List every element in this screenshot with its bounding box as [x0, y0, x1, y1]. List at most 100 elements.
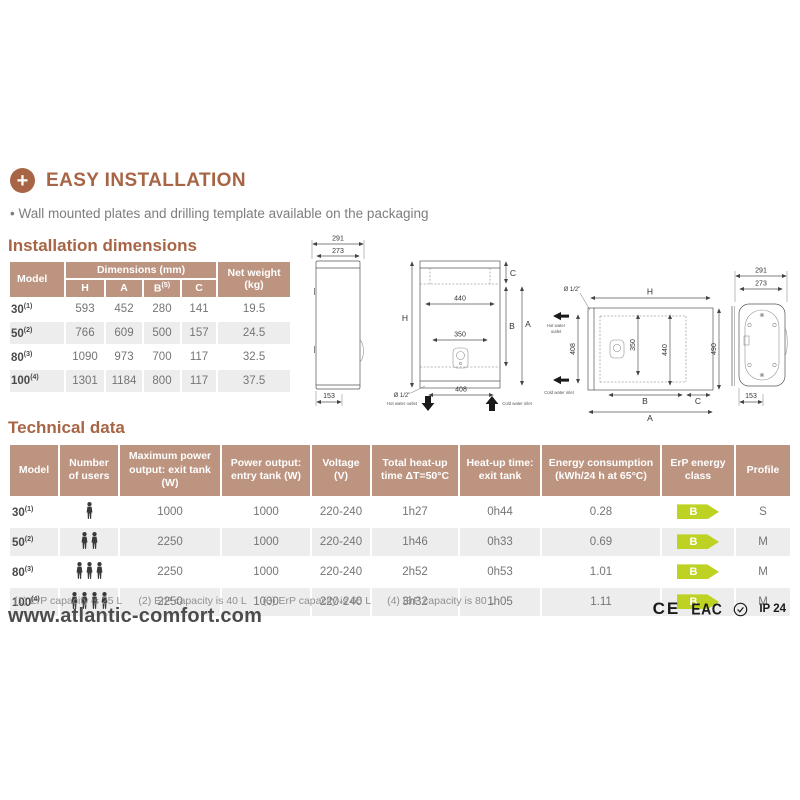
table-cell: 766 — [66, 322, 104, 345]
dim-label: 273 — [332, 248, 344, 255]
table-cell: 24.5 — [218, 322, 291, 345]
table-cell: 700 — [144, 346, 180, 368]
table-cell: 1h46 — [372, 527, 458, 556]
model-cell: 30(1) — [10, 298, 64, 321]
dim-label: 153 — [745, 393, 757, 400]
table-cell: 117 — [182, 369, 217, 392]
erp-class-badge: B — [677, 594, 719, 610]
column-header-heatup-exit: Heat-up time: exit tank — [460, 445, 540, 496]
table-cell: 19.5 — [218, 298, 291, 321]
table-cell: 220-240 — [312, 527, 370, 556]
dim-label: 408 — [570, 343, 577, 355]
table-cell: 2250 — [120, 587, 220, 616]
table-row: 50(2) 2250 1000 220-240 1h46 0h33 0.69 B… — [10, 527, 790, 556]
column-header-users: Number of users — [60, 445, 118, 496]
plus-icon: + — [10, 168, 35, 193]
model-cell: 50(2) — [10, 322, 64, 345]
pipe-diameter-label: Ø 1/2" — [394, 393, 411, 399]
table-cell: 220-240 — [312, 587, 370, 616]
footnote: (3) ErP capacity is 65 L — [262, 595, 372, 607]
dim-label: A — [525, 319, 531, 329]
table-cell: 2h52 — [372, 557, 458, 586]
erp-class-badge: B — [677, 504, 719, 520]
dim-label: H — [402, 313, 408, 323]
dim-label: H — [647, 287, 653, 297]
table-cell: M — [736, 527, 790, 556]
installation-dimensions-table: Model Dimensions (mm) Net weight (kg) H … — [8, 260, 292, 394]
dim-label: 291 — [755, 268, 767, 275]
dim-label: 273 — [755, 281, 767, 288]
footnote: (2) ErP capacity is 40 L — [138, 595, 247, 607]
hot-water-outlet-label: Hot water outlet — [387, 401, 418, 406]
dim-label: 440 — [454, 296, 466, 303]
erp-class-badge: B — [677, 534, 719, 550]
table-cell: 220-240 — [312, 497, 370, 526]
page-title: EASY INSTALLATION — [46, 169, 246, 191]
table-cell: 452 — [106, 298, 142, 321]
dim-label: 350 — [454, 332, 466, 339]
column-header-b: B(5) — [144, 280, 180, 297]
hot-water-outlet-label: Hot water — [547, 323, 566, 328]
dim-label: B — [509, 321, 515, 331]
table-cell: 2250 — [120, 557, 220, 586]
conformity-circle-icon — [734, 602, 748, 616]
dim-label: C — [695, 396, 701, 406]
ce-mark: CE — [652, 599, 681, 618]
column-header-total-heatup: Total heat-up time ΔT=50°C — [372, 445, 458, 496]
column-header-c: C — [182, 280, 217, 297]
table-cell: 1000 — [222, 557, 310, 586]
footnote: (4) ErP capacity is 80 L — [387, 595, 496, 607]
column-header-energy: Energy consumption (kWh/24 h at 65°C) — [542, 445, 660, 496]
table-cell: 1301 — [66, 369, 104, 392]
eac-mark: EAC — [691, 599, 723, 619]
model-cell: 100(4) — [10, 369, 64, 392]
table-cell: 220-240 — [312, 557, 370, 586]
model-cell: 50(2) — [10, 527, 58, 556]
erp-cell: B — [662, 557, 734, 586]
table-cell: 2250 — [120, 527, 220, 556]
erp-class-badge: B — [677, 564, 719, 580]
technical-data-table: Model Number of users Maximum power outp… — [8, 443, 792, 618]
users-cell — [60, 527, 118, 556]
pipe-diameter-label: Ø 1/2" — [564, 287, 581, 293]
table-cell: 1.01 — [542, 557, 660, 586]
cold-water-inlet-label: Cold water inlet — [544, 390, 574, 395]
cold-water-inlet-arrow-icon — [485, 396, 499, 411]
table-cell: 280 — [144, 298, 180, 321]
column-header-model: Model — [10, 445, 58, 496]
model-cell: 30(1) — [10, 497, 58, 526]
dim-label: A — [647, 413, 653, 423]
installation-heading: Installation dimensions — [8, 236, 197, 255]
table-cell: 800 — [144, 369, 180, 392]
section-header: + EASY INSTALLATION — [10, 168, 246, 193]
table-cell: 0.28 — [542, 497, 660, 526]
column-header-voltage: Voltage (V) — [312, 445, 370, 496]
erp-cell: B — [662, 587, 734, 616]
table-cell: 973 — [106, 346, 142, 368]
users-cell — [60, 497, 118, 526]
footnotes: (1) ErP capacity is 25 L (2) ErP capacit… — [14, 595, 495, 607]
table-cell: 1000 — [222, 587, 310, 616]
technical-drawings: 291 273 153 H C B A 440 350 408 Ø 1 — [311, 236, 788, 423]
table-row: 30(1) 1000 1000 220-240 1h27 0h44 0.28 B… — [10, 497, 790, 526]
website-link[interactable]: www.atlantic-comfort.com — [8, 605, 263, 627]
drawing-horizontal-view: Ø 1/2" H Hot water outlet 408 350 440 49… — [544, 287, 722, 423]
table-cell: 1184 — [106, 369, 142, 392]
column-header-dimensions: Dimensions (mm) — [66, 262, 217, 278]
table-cell: 609 — [106, 322, 142, 345]
dim-label: 490 — [711, 343, 718, 355]
column-header-a: A — [106, 280, 142, 297]
dim-label: 291 — [332, 236, 344, 243]
column-header-weight: Net weight (kg) — [218, 262, 291, 297]
table-cell: 0h53 — [460, 557, 540, 586]
erp-cell: B — [662, 527, 734, 556]
table-row: 100(4) 1301 1184 800 117 37.5 — [10, 369, 291, 392]
users-cell — [60, 587, 118, 616]
column-header-model: Model — [10, 262, 64, 297]
table-cell: 1.11 — [542, 587, 660, 616]
table-cell: 1000 — [120, 497, 220, 526]
table-row: 80(3) 2250 1000 220-240 2h52 0h53 1.01 B… — [10, 557, 790, 586]
table-cell: 37.5 — [218, 369, 291, 392]
model-cell: 80(3) — [10, 346, 64, 368]
table-cell: S — [736, 497, 790, 526]
